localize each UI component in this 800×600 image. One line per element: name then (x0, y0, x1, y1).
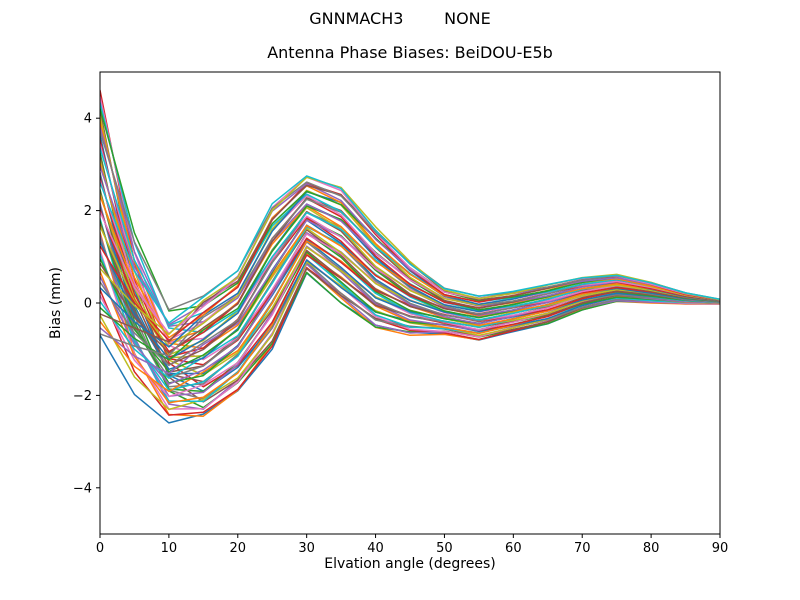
x-tick-label: 70 (574, 541, 591, 556)
bias-line (100, 109, 720, 403)
x-tick-label: 20 (230, 541, 247, 556)
y-tick-label: −2 (73, 389, 92, 404)
bias-line (100, 204, 720, 388)
y-tick-label: 4 (84, 112, 92, 127)
x-tick-label: 40 (367, 541, 384, 556)
y-tick-label: −4 (73, 481, 92, 496)
bias-line (100, 165, 720, 326)
axis-ticks (96, 117, 721, 538)
x-tick-label: 10 (161, 541, 178, 556)
x-tick-label: 0 (96, 541, 104, 556)
bias-line (100, 206, 720, 371)
bias-line (100, 217, 720, 403)
x-tick-label: 30 (298, 541, 315, 556)
x-tick-label: 50 (436, 541, 453, 556)
y-axis-label: Bias (mm) (48, 266, 64, 340)
bias-line (100, 185, 720, 339)
bias-line (100, 175, 720, 324)
bias-line (100, 193, 720, 356)
tick-labels: 0 10 20 30 40 50 60 70 80 90 −4 −2 0 2 4 (73, 112, 728, 556)
chart-title: Antenna Phase Biases: BeiDOU-E5b (267, 43, 553, 62)
figure-title: GNNMACH3 NONE (309, 9, 491, 28)
bias-line (100, 188, 720, 393)
x-tick-label: 80 (643, 541, 660, 556)
x-axis-label: Elvation angle (degrees) (324, 556, 496, 572)
x-tick-label: 90 (712, 541, 729, 556)
bias-line (100, 177, 720, 358)
bias-line (100, 89, 720, 388)
bias-line (100, 174, 720, 375)
y-tick-label: 2 (84, 204, 92, 219)
y-tick-label: 0 (84, 297, 92, 312)
bias-line (100, 176, 720, 336)
x-tick-label: 60 (505, 541, 522, 556)
series-lines (100, 89, 720, 424)
